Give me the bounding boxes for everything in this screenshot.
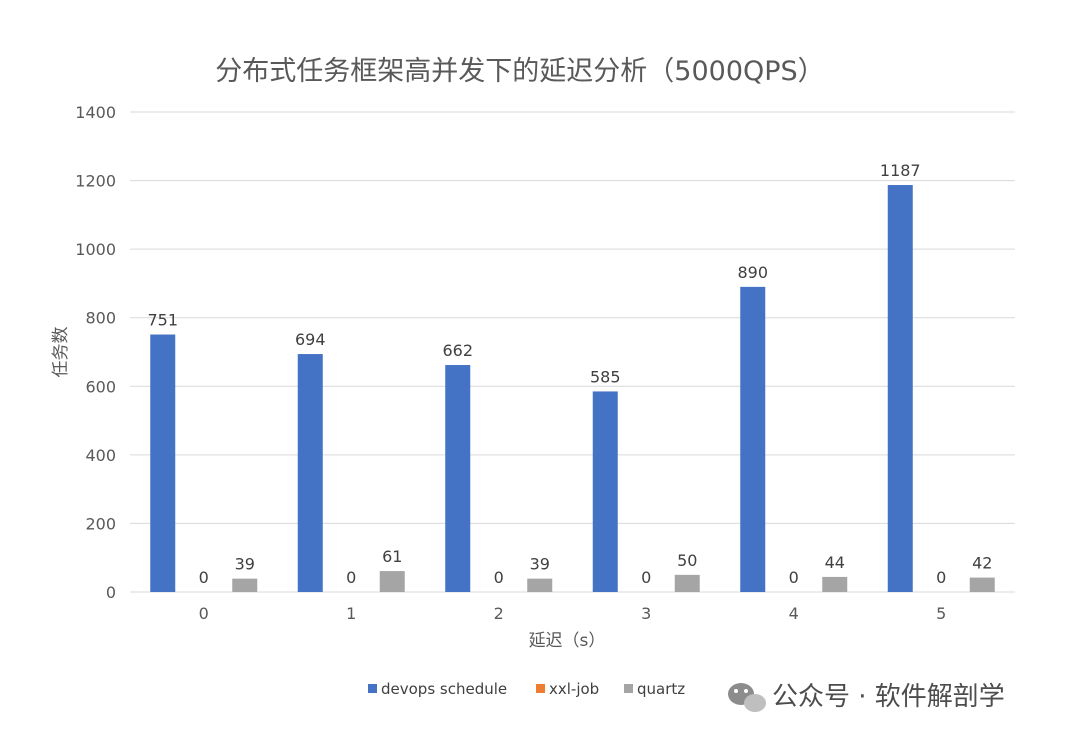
bar [740, 286, 766, 592]
chart-title: 分布式任务框架高并发下的延迟分析（5000QPS） [215, 56, 824, 87]
y-axis-label: 任务数 [51, 327, 71, 378]
x-tick-label: 1 [346, 604, 356, 623]
y-tick-label: 1200 [75, 172, 116, 191]
legend-swatch [536, 684, 545, 693]
data-label: 0 [936, 568, 946, 587]
bar [232, 578, 258, 592]
data-label: 1187 [880, 161, 921, 180]
bar [379, 571, 405, 592]
legend-swatch [624, 684, 633, 693]
bars [150, 185, 995, 592]
bar [297, 354, 323, 592]
bar [887, 185, 913, 592]
data-label: 50 [677, 551, 697, 570]
y-tick-label: 0 [106, 583, 116, 602]
y-tick-label: 800 [85, 309, 116, 328]
x-tick-labels: 0 1 2 3 4 5 [199, 604, 947, 623]
legend-swatch [368, 684, 377, 693]
x-tick-label: 4 [789, 604, 799, 623]
legend-label: devops schedule [381, 680, 507, 698]
x-tick-label: 5 [936, 604, 946, 623]
y-tick-label: 200 [85, 514, 116, 533]
y-tick-label: 1400 [75, 103, 116, 122]
bar [674, 574, 700, 592]
legend-label: quartz [637, 680, 685, 698]
bar [592, 391, 618, 592]
y-tick-label: 1000 [75, 240, 116, 259]
legend: devops schedule xxl-job quartz [368, 680, 685, 698]
data-label: 0 [199, 568, 209, 587]
data-label: 751 [147, 311, 178, 330]
data-label: 39 [235, 555, 255, 574]
x-axis-label: 延迟（s） [529, 631, 606, 651]
wechat-icon [728, 683, 766, 712]
bar [150, 334, 176, 592]
legend-label: xxl-job [549, 680, 599, 698]
bar [969, 577, 995, 592]
watermark: 公众号 · 软件解剖学 [728, 682, 1005, 712]
y-tick-label: 400 [85, 446, 116, 465]
data-label: 0 [641, 568, 651, 587]
data-label: 42 [972, 554, 992, 573]
gridlines [130, 111, 1015, 593]
data-label: 0 [789, 568, 799, 587]
bar [822, 576, 848, 592]
data-labels: 751 0 39 694 0 61 662 0 39 585 0 50 890 0 44 1187 0 42 [147, 161, 992, 587]
y-tick-labels: 0 200 400 600 800 1000 1200 1400 [75, 103, 116, 602]
data-label: 694 [295, 330, 326, 349]
data-label: 890 [737, 263, 768, 282]
x-tick-label: 3 [641, 604, 651, 623]
bar [527, 578, 553, 592]
data-label: 662 [442, 341, 473, 360]
data-label: 39 [530, 555, 550, 574]
y-tick-label: 600 [85, 377, 116, 396]
data-label: 61 [382, 547, 402, 566]
data-label: 585 [590, 367, 621, 386]
data-label: 44 [825, 553, 845, 572]
bar [445, 365, 471, 592]
x-tick-label: 2 [494, 604, 504, 623]
data-label: 0 [346, 568, 356, 587]
x-tick-label: 0 [199, 604, 209, 623]
watermark-text: 公众号 · 软件解剖学 [772, 682, 1005, 712]
data-label: 0 [494, 568, 504, 587]
